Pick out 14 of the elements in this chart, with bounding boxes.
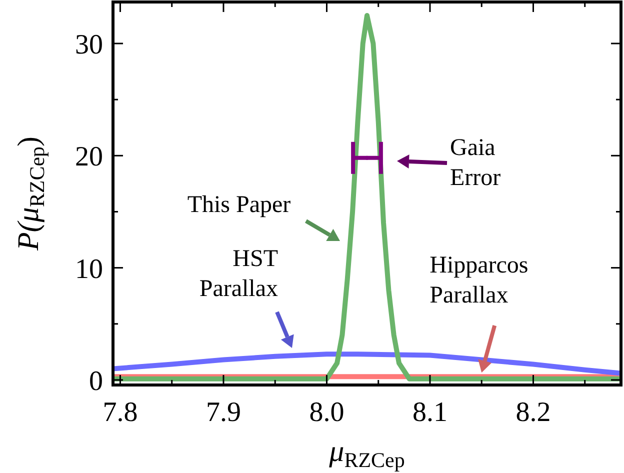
annotation: This Paper [187, 192, 291, 218]
y-tick-label: 20 [75, 142, 103, 173]
x-tick-label: 8.2 [516, 397, 551, 428]
annotation: HST Parallax [199, 246, 278, 302]
y-tick-label: 10 [75, 254, 103, 285]
x-tick-label: 7.8 [102, 397, 138, 428]
y-tick-label: 30 [75, 29, 103, 60]
annotation: Hipparcos Parallax [430, 252, 528, 309]
x-tick-label: 8.0 [309, 397, 344, 428]
annotation: Gaia Error [450, 135, 501, 191]
x-tick-label: 8.1 [412, 397, 448, 428]
x-tick-label: 7.9 [206, 397, 241, 428]
x-axis-title: μ$_{RZCep}$ [328, 435, 405, 472]
y-tick-label: 0 [89, 366, 103, 397]
